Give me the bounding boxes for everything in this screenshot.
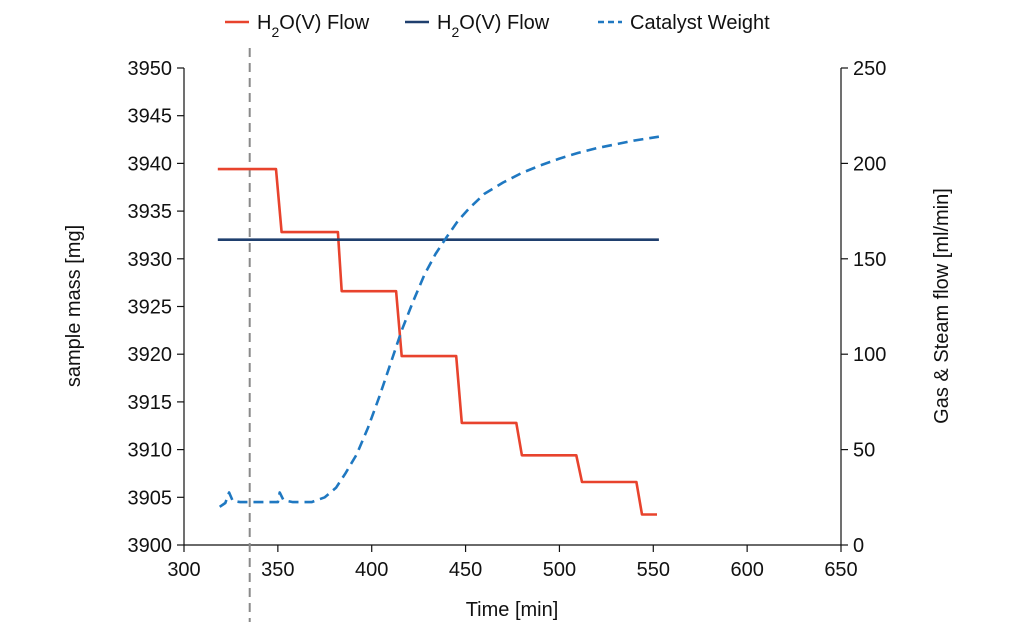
x-tick-label: 350 [261,559,294,581]
y-left-tick-label: 3905 [128,487,173,509]
y-right-tick-label: 100 [853,344,886,366]
y-left-tick-label: 3950 [128,58,173,80]
axes [183,68,842,546]
y-right-tick-label: 250 [853,58,886,80]
y-right-tick-label: 150 [853,249,886,271]
y-left-tick-label: 3910 [128,440,173,462]
y-left-tick-label: 3925 [128,297,173,319]
legend-label: H2O(V) Flow [437,12,550,40]
y-left-tick-label: 3935 [128,201,173,223]
x-tick-label: 450 [449,559,482,581]
y-left-tick-label: 3945 [128,106,173,128]
ticks: 300 350 400 450 500 550 600 6503900390539103915… [128,58,887,581]
y-right-tick-label: 200 [853,153,886,175]
y-left-tick-label: 3900 [128,535,173,557]
x-tick-label: 550 [637,559,670,581]
y-left-tick-label: 3915 [128,392,173,414]
legend-label: H2O(V) Flow [257,12,370,40]
y-left-tick-label: 3920 [128,344,173,366]
x-tick-label: 300 [167,559,200,581]
series-line-0 [217,167,657,516]
y-right-tick-label: 50 [853,440,875,462]
x-tick-label: 400 [355,559,388,581]
x-axis-title: Time [min] [466,599,559,621]
legend: H2O(V) Flow H2O(V) Flow Catalyst Weight [225,12,770,40]
y-axis-left-title: sample mass [mg] [63,225,85,387]
x-tick-label: 650 [824,559,857,581]
x-tick-label: 500 [543,559,576,581]
y-left-tick-label: 3940 [128,153,173,175]
series-group [217,48,660,622]
y-axis-right-title: Gas & Steam flow [ml/min] [931,188,953,424]
y-left-tick-label: 3930 [128,249,173,271]
legend-label: Catalyst Weight [630,12,770,34]
series-line-2 [218,135,660,508]
y-right-tick-label: 0 [853,535,864,557]
x-tick-label: 600 [730,559,763,581]
